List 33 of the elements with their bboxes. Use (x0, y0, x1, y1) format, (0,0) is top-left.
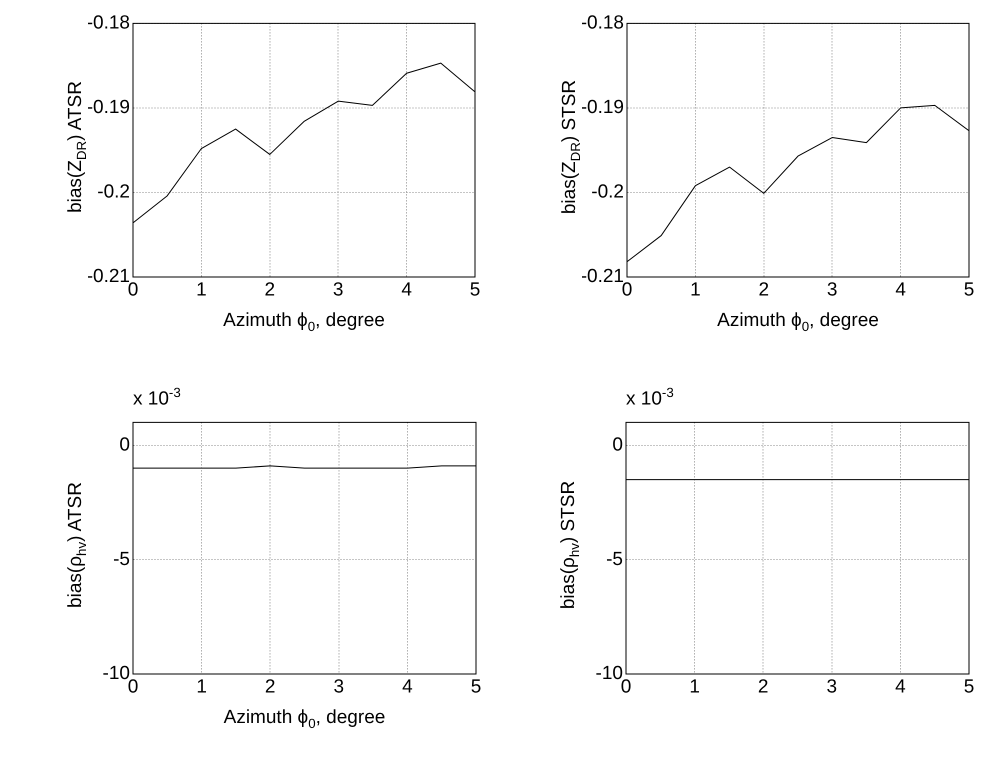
x-axis-title: Azimuth ϕ$_{0}$, degree (223, 310, 385, 334)
x-axis-title: Azimuth ϕ$_{0}$, degree (717, 310, 879, 334)
x-tick-label: 3 (334, 676, 344, 698)
x-tick-label: 3 (332, 280, 344, 301)
y-tick-label: -5 (606, 548, 623, 570)
y-tick-label: -5 (113, 548, 130, 570)
y-tick-label: 0 (612, 434, 623, 456)
x-tick-label: 2 (758, 676, 768, 698)
y-tick-label: -0.2 (97, 182, 130, 203)
x-tick-label: 1 (690, 280, 701, 301)
x-tick-label: 5 (964, 280, 974, 301)
y-tick-label: -10 (102, 663, 130, 684)
x-tick-label: 5 (964, 676, 974, 698)
x-axis-title: Azimuth ϕ$_{0}$, degree (224, 707, 386, 731)
x-tick-label: 3 (826, 676, 838, 698)
x-tick-label: 4 (895, 676, 906, 698)
y-tick-label: 0 (119, 434, 130, 456)
y-tick-label: -10 (596, 663, 623, 684)
x-tick-label: 2 (758, 280, 770, 301)
x-tick-label: 1 (689, 676, 700, 698)
text: x 10$^{-3}$ (626, 385, 674, 410)
x-tick-label: 1 (196, 280, 207, 301)
x-tick-label: 4 (895, 280, 906, 301)
x-tick-label: 1 (196, 676, 207, 698)
x-tick-label: 4 (402, 676, 414, 698)
y-tick-label: -0.2 (591, 182, 624, 203)
x-tick-label: 3 (826, 280, 838, 301)
x-tick-label: 5 (470, 676, 482, 698)
x-tick-label: 4 (401, 280, 412, 301)
x-tick-label: 5 (470, 280, 480, 301)
x-tick-label: 2 (264, 280, 276, 301)
text: x 10$^{-3}$ (133, 385, 181, 410)
x-tick-label: 2 (264, 676, 276, 698)
